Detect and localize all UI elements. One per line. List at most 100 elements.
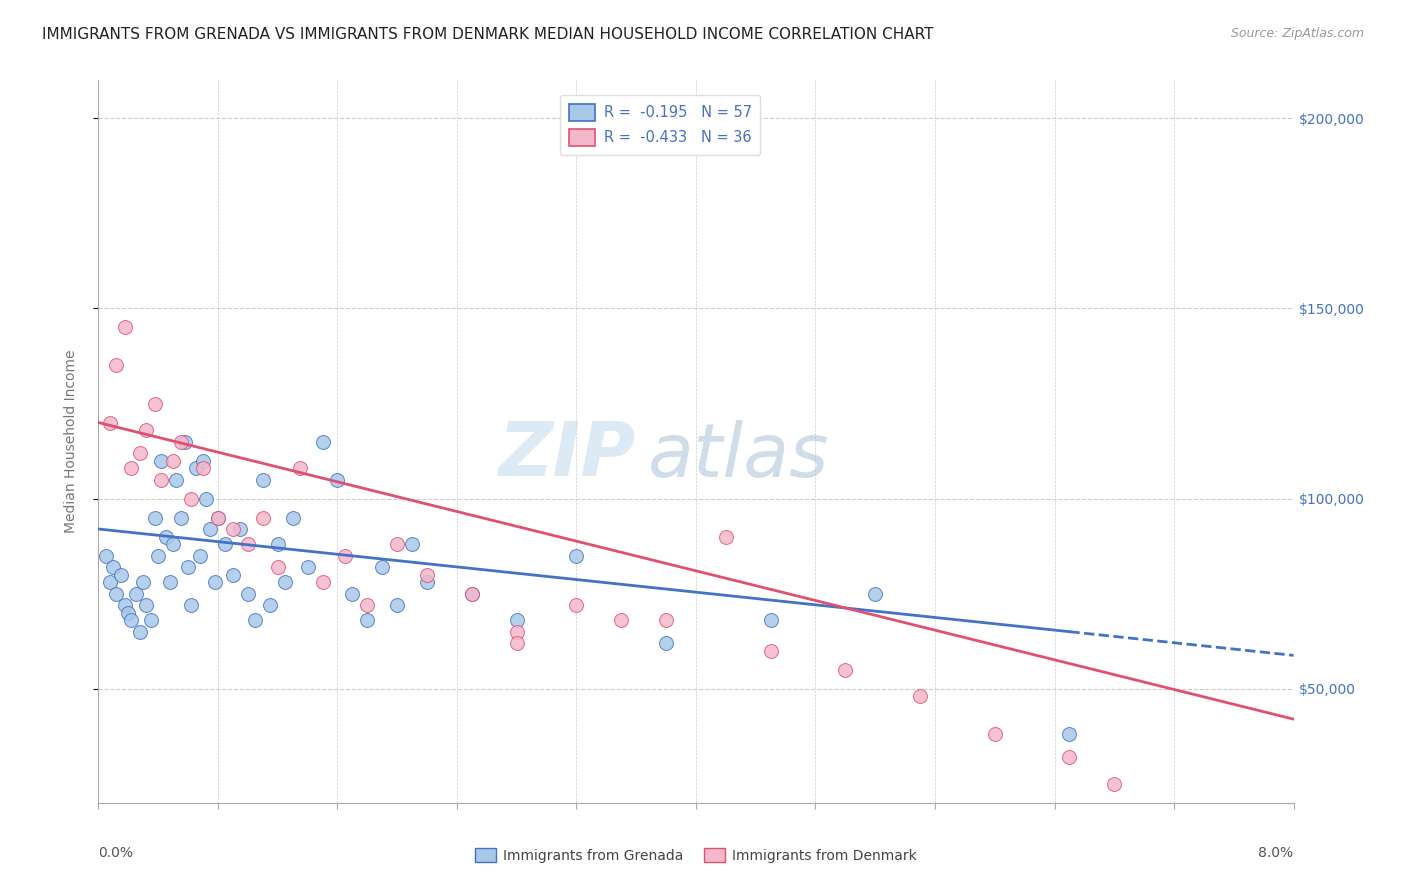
Text: atlas: atlas: [648, 420, 830, 492]
Point: [297, 560, 319, 574]
Point: [252, 473, 274, 487]
Point: [281, 510, 304, 524]
Point: [180, 491, 202, 506]
Point: [655, 636, 678, 650]
Point: [1104, 777, 1126, 791]
Point: [207, 510, 229, 524]
Point: [129, 446, 152, 460]
Point: [356, 598, 378, 612]
Point: [342, 587, 364, 601]
Point: [565, 549, 588, 563]
Point: [984, 727, 1007, 741]
Point: [267, 537, 290, 551]
Point: [326, 473, 349, 487]
Point: [655, 613, 678, 627]
Point: [169, 510, 191, 524]
Point: [94, 549, 117, 563]
Point: [180, 598, 202, 612]
Point: [191, 453, 214, 467]
Point: [267, 560, 290, 574]
Point: [311, 434, 333, 449]
Point: [105, 587, 128, 601]
Point: [371, 560, 394, 574]
Point: [288, 461, 311, 475]
Point: [110, 567, 132, 582]
Text: IMMIGRANTS FROM GRENADA VS IMMIGRANTS FROM DENMARK MEDIAN HOUSEHOLD INCOME CORRE: IMMIGRANTS FROM GRENADA VS IMMIGRANTS FR…: [42, 27, 934, 42]
Text: Source: ZipAtlas.com: Source: ZipAtlas.com: [1230, 27, 1364, 40]
Point: [204, 575, 226, 590]
Point: [274, 575, 297, 590]
Point: [311, 575, 333, 590]
Text: 8.0%: 8.0%: [1258, 847, 1294, 860]
Point: [188, 549, 211, 563]
Point: [252, 510, 274, 524]
Point: [174, 434, 197, 449]
Point: [236, 587, 259, 601]
Point: [114, 598, 136, 612]
Point: [461, 587, 484, 601]
Point: [908, 690, 931, 704]
Point: [401, 537, 423, 551]
Point: [759, 613, 782, 627]
Point: [135, 598, 157, 612]
Point: [834, 663, 856, 677]
Point: [461, 587, 484, 601]
Text: ZIP: ZIP: [499, 419, 637, 492]
Point: [506, 636, 529, 650]
Point: [98, 416, 122, 430]
Legend: Immigrants from Grenada, Immigrants from Denmark: Immigrants from Grenada, Immigrants from…: [470, 842, 922, 868]
Point: [120, 613, 142, 627]
Point: [105, 359, 128, 373]
Point: [214, 537, 236, 551]
Point: [385, 537, 409, 551]
Point: [333, 549, 356, 563]
Point: [610, 613, 633, 627]
Point: [222, 522, 245, 536]
Text: 0.0%: 0.0%: [98, 847, 134, 860]
Point: [132, 575, 155, 590]
Point: [98, 575, 122, 590]
Point: [184, 461, 207, 475]
Point: [169, 434, 191, 449]
Point: [356, 613, 378, 627]
Point: [1059, 750, 1081, 764]
Point: [143, 510, 166, 524]
Point: [207, 510, 229, 524]
Point: [165, 473, 187, 487]
Point: [135, 423, 157, 437]
Point: [159, 575, 181, 590]
Point: [714, 530, 737, 544]
Point: [162, 537, 184, 551]
Point: [416, 575, 439, 590]
Point: [117, 606, 139, 620]
Point: [150, 473, 173, 487]
Point: [416, 567, 439, 582]
Point: [236, 537, 259, 551]
Point: [200, 522, 222, 536]
Y-axis label: Median Household Income: Median Household Income: [63, 350, 77, 533]
Point: [191, 461, 214, 475]
Point: [177, 560, 200, 574]
Point: [150, 453, 173, 467]
Point: [155, 530, 177, 544]
Point: [125, 587, 148, 601]
Point: [195, 491, 218, 506]
Point: [759, 643, 782, 657]
Point: [103, 560, 125, 574]
Point: [245, 613, 267, 627]
Point: [506, 613, 529, 627]
Point: [114, 320, 136, 334]
Point: [139, 613, 162, 627]
Point: [162, 453, 184, 467]
Point: [222, 567, 245, 582]
Point: [565, 598, 588, 612]
Point: [120, 461, 142, 475]
Point: [259, 598, 281, 612]
Point: [385, 598, 409, 612]
Point: [129, 624, 152, 639]
Point: [148, 549, 170, 563]
Point: [143, 396, 166, 410]
Point: [229, 522, 252, 536]
Point: [506, 624, 529, 639]
Point: [1059, 727, 1081, 741]
